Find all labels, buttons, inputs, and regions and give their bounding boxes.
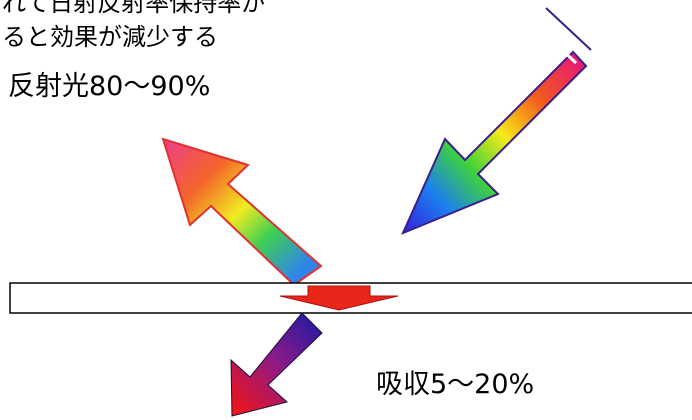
- note-text: れて日射反射率保持率が ると効果が減少する: [2, 0, 265, 54]
- reflected-light-label: 反射光80〜90%: [8, 71, 211, 102]
- absorbed-light-arrow: [230, 312, 323, 417]
- note-line-1: れて日射反射率保持率が: [2, 0, 266, 17]
- absorbed-light-label: 吸収5〜20%: [376, 369, 535, 400]
- incoming-light-arrow: [401, 7, 592, 235]
- reflected-light-arrow: [161, 137, 323, 287]
- note-line-2: ると効果が減少する: [2, 23, 218, 51]
- panel-absorb-arrow: [279, 285, 399, 311]
